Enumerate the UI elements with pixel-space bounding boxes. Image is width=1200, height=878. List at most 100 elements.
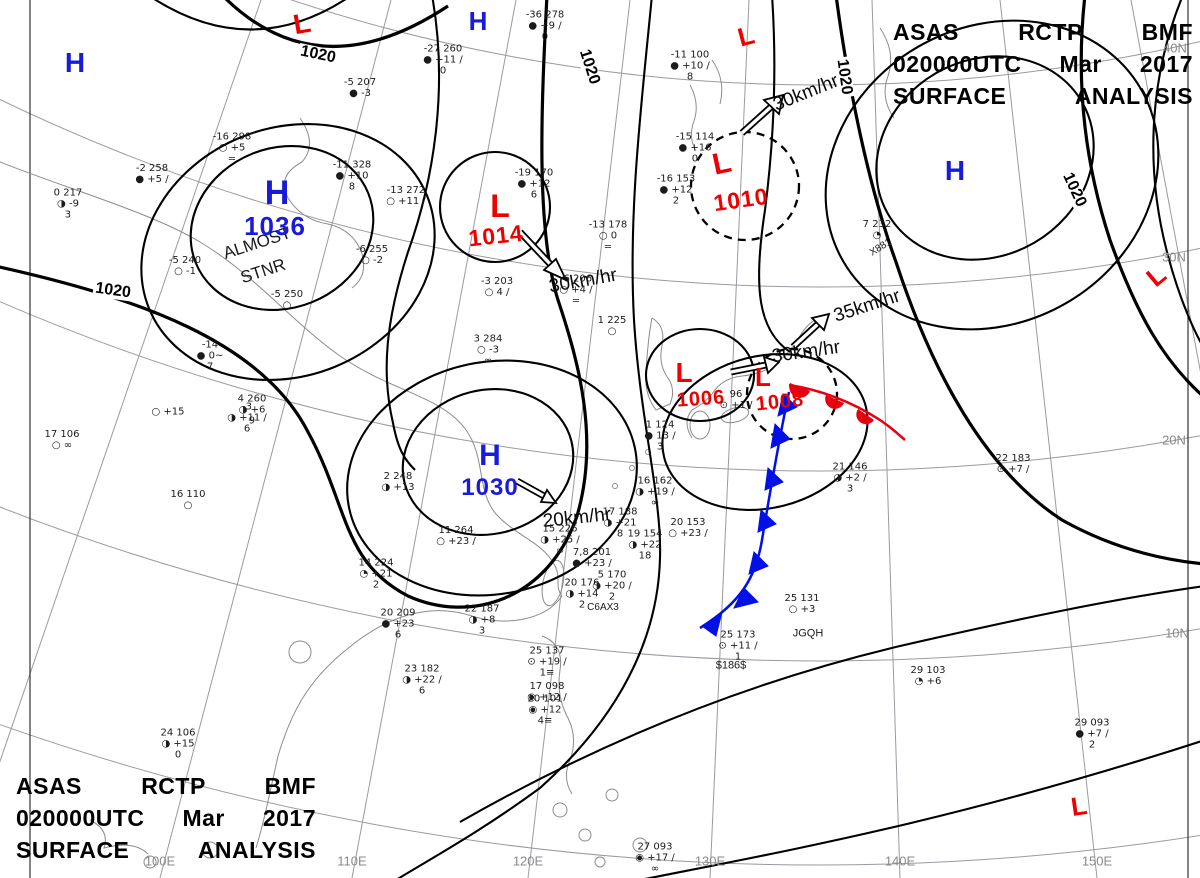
station-text: 17 098 <box>529 681 565 692</box>
longitude-label: 150E <box>1081 853 1113 869</box>
station-plot: 21 146 ◑ +2 /3 <box>833 462 868 495</box>
station-text: 0 <box>174 749 182 761</box>
station-text: ● +12 <box>659 184 693 196</box>
cold-front-triangle <box>770 422 791 449</box>
station-plot: 17 188 ◑ +21 8 <box>603 507 638 540</box>
station-plot: 17 106 ○ ∞ <box>45 429 80 451</box>
station-plot: -36 278 ● +9 /0 <box>526 10 565 43</box>
station-text: ◔ +6 <box>914 676 942 687</box>
station-plot: -5 207 ● -3 <box>344 77 376 99</box>
station-text: -3 <box>242 401 252 413</box>
station-text: ∞ <box>650 863 660 875</box>
station-plot: -2 258 ● +5 / <box>135 163 168 185</box>
cold-front-triangle <box>764 466 784 491</box>
station-text: ○ -1 <box>174 266 196 277</box>
station-text: -3 203 <box>480 276 514 287</box>
station-text: -6 206 <box>559 273 593 285</box>
cold-front-triangle <box>733 587 759 609</box>
station-text: 1 124 <box>645 419 675 431</box>
station-text: 8 <box>348 181 356 193</box>
title-line-3: SURFACE ANALYSIS <box>893 83 1193 110</box>
movement-arrow-l1014 <box>517 229 568 282</box>
coastline-layer <box>0 27 895 869</box>
station-text: 24 106 <box>160 727 196 739</box>
station-text: ○ 4 / <box>484 287 510 298</box>
station-text: 20 209 <box>380 607 416 619</box>
station-text: ○ +4 / <box>559 284 593 296</box>
station-text: 8 <box>616 528 624 540</box>
station-plot: 3 284 ○ -3 ∞ <box>474 334 503 367</box>
title-line-3: SURFACE ANALYSIS <box>16 837 316 864</box>
station-text: 25 173 <box>720 629 756 641</box>
station-text: 25 137 <box>529 645 565 657</box>
station-plot: -6 206 ○ +4 /= <box>559 274 592 307</box>
station-text: ● +5 / <box>135 174 169 185</box>
station-plot: 15 226 ◑ +25 /∞ <box>540 524 580 557</box>
station-text: 17 106 <box>44 429 80 440</box>
title-block-top-right: ASAS RCTP BMF 020000UTC Mar 2017 SURFACE… <box>893 16 1193 113</box>
station-text: 9 <box>248 415 256 427</box>
station-text: 3 284 <box>473 333 503 345</box>
high-pressure-symbol: H <box>479 439 501 472</box>
movement-arrow-l1006 <box>730 355 781 376</box>
station-text: -6 255 <box>355 244 389 255</box>
station-text: ◑ +14 <box>565 588 599 600</box>
station-text: -5 240 <box>168 255 202 266</box>
station-text: = <box>603 241 613 253</box>
station-text: ◉ +17 / <box>635 852 675 864</box>
station-text: 11 264 <box>438 525 474 536</box>
station-plot: 4 260 ◑ +6 9 <box>238 394 267 427</box>
station-text: ◑ +25 / <box>540 534 580 546</box>
station-text: -13 272 <box>386 185 426 196</box>
station-text: ◑ -9 <box>57 198 79 210</box>
station-text: ○ -2 <box>361 255 383 266</box>
station-text: 29 103 <box>910 665 946 676</box>
station-plot: 7 232 ◔ <box>863 219 892 241</box>
station-text: ◑ +6 <box>238 404 266 416</box>
station-text: ◔ <box>872 230 882 241</box>
station-text: ○ -3 <box>477 344 499 356</box>
title-line-2: 020000UTC Mar 2017 <box>893 51 1193 78</box>
station-plot: 11 264 ○ +23 / <box>436 525 476 547</box>
station-plot: -6 255 ○ -2 <box>356 244 388 266</box>
station-text: 20 153 <box>670 517 706 528</box>
station-text: ◑ +8 <box>468 614 496 626</box>
low-pressure-symbol: L <box>1069 790 1089 822</box>
station-plot: 23 182 ◑ +22 /6 <box>402 664 442 697</box>
station-plot: 16 162 ◑ +19 /∞ <box>635 476 675 509</box>
station-text: ○ +15 <box>151 406 185 418</box>
warm-front-scallop <box>789 383 810 398</box>
station-text: 25 131 <box>784 593 820 604</box>
warm-front <box>788 383 906 441</box>
station-text: ○ <box>607 326 617 337</box>
low-pressure-symbol: L <box>675 357 693 388</box>
station-text: 2 <box>578 599 586 611</box>
station-plot: -14 ● 0~ 7 <box>197 340 224 373</box>
station-text: ● +11 / <box>423 54 463 66</box>
station-text: ○ 0 <box>598 230 618 242</box>
station-text: ∞ <box>650 497 660 509</box>
station-plot: 5 170 ◑ +20 /2 <box>592 570 632 603</box>
station-text: -15 114 <box>675 131 715 143</box>
station-text: -14 <box>201 339 219 351</box>
station-text: ◑ +13 <box>381 482 415 493</box>
station-text: 96 <box>729 389 743 400</box>
station-plot: 19 154 ◑ +22 18 <box>628 529 663 562</box>
title-line-2: 020000UTC Mar 2017 <box>16 805 316 832</box>
station-plot: 29 093 ● +7 /2 <box>1075 718 1110 751</box>
station-plot: 7,8 201 ● +23 / <box>572 547 612 569</box>
station-text: ◑ +22 <box>628 539 662 551</box>
station-text: ● +10 <box>335 170 369 182</box>
station-text: -16 153 <box>656 173 696 185</box>
station-text: 1 225 <box>597 315 627 326</box>
movement-arrow-h1030 <box>515 477 558 505</box>
high-pressure-symbol: H <box>264 174 290 212</box>
station-plot: -11 100 ● +10 /8 <box>670 50 710 83</box>
station-text: 18 <box>638 550 652 562</box>
station-text: 0 <box>691 153 699 165</box>
map-frame <box>29 0 1189 878</box>
station-text: ○ <box>183 500 193 511</box>
station-text: ◑ +22 / <box>402 674 442 686</box>
station-text: ○ ∞ <box>51 440 73 451</box>
